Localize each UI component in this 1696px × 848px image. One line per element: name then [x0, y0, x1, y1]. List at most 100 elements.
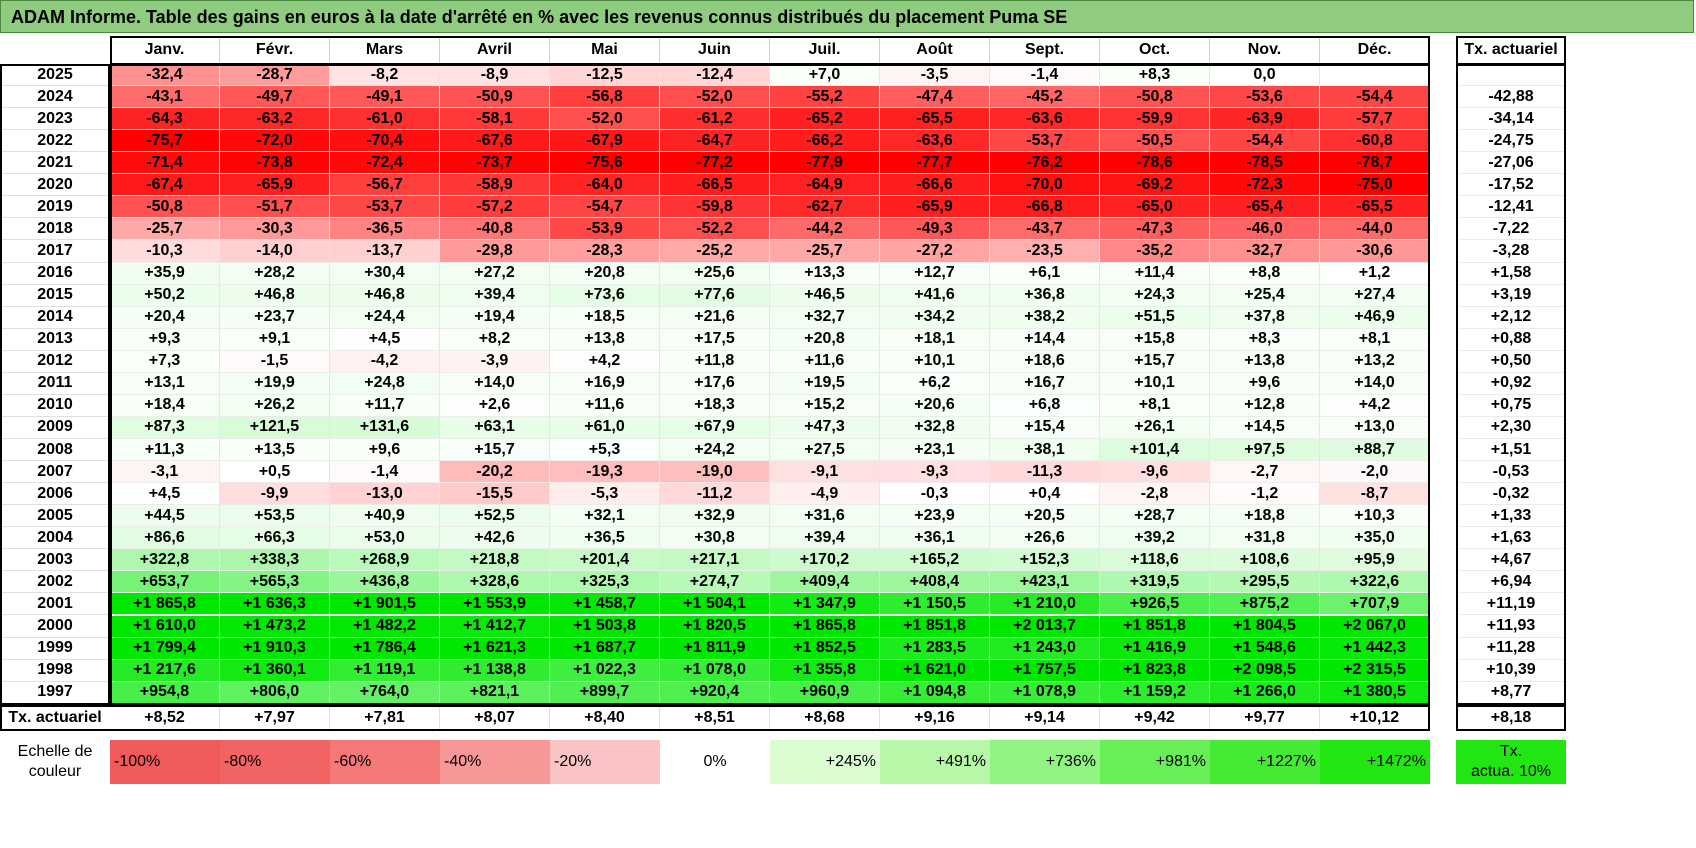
table-cell: +920,4: [660, 681, 770, 704]
table-cell: +66,3: [220, 527, 330, 550]
summary-cell: +7,81: [330, 705, 440, 731]
table-cell: +36,8: [990, 284, 1100, 307]
table-cell: -2,8: [1100, 483, 1210, 506]
actuarial-rate-cell: +11,19: [1456, 593, 1566, 616]
table-cell: +926,5: [1100, 593, 1210, 616]
table-cell: +77,6: [660, 284, 770, 307]
table-cell: +95,9: [1320, 549, 1430, 572]
table-cell: -55,2: [770, 86, 880, 109]
table-cell: -64,9: [770, 174, 880, 197]
table-cell: +1 283,5: [880, 637, 990, 660]
table-cell: -43,1: [110, 86, 220, 109]
table-cell: +1 022,3: [550, 659, 660, 682]
summary-cell: +7,97: [220, 705, 330, 731]
summary-cell: +10,12: [1320, 705, 1430, 731]
table-cell: +1 865,8: [770, 615, 880, 638]
table-cell: -9,6: [1100, 461, 1210, 484]
table-cell: -65,9: [220, 174, 330, 197]
year-label: 1997: [0, 682, 110, 704]
table-cell: -52,2: [660, 218, 770, 241]
table-cell: -75,6: [550, 152, 660, 175]
month-header: Sept.: [990, 36, 1100, 64]
year-label: 2024: [0, 86, 110, 109]
table-cell: -28,3: [550, 240, 660, 263]
table-cell: +8,1: [1100, 394, 1210, 417]
table-cell: -59,9: [1100, 108, 1210, 131]
table-cell: -1,5: [220, 350, 330, 373]
table-cell: -67,9: [550, 130, 660, 153]
year-label: 2017: [0, 240, 110, 263]
table-cell: +1 266,0: [1210, 681, 1320, 704]
table-cell: -67,4: [110, 174, 220, 197]
table-cell: -53,7: [330, 196, 440, 219]
table-cell: +25,6: [660, 262, 770, 285]
actuarial-rate-cell: -12,41: [1456, 196, 1566, 219]
table-cell: +4,5: [330, 328, 440, 351]
actuarial-rate-cell: +4,67: [1456, 549, 1566, 572]
table-cell: +27,2: [440, 262, 550, 285]
summary-cell: +8,40: [550, 705, 660, 731]
table-cell: -65,0: [1100, 196, 1210, 219]
table-cell: +2 067,0: [1320, 615, 1430, 638]
legend-swatch: -20%: [550, 740, 660, 784]
table-cell: +1 548,6: [1210, 637, 1320, 660]
table-cell: +1 851,8: [880, 615, 990, 638]
table-cell: +11,4: [1100, 262, 1210, 285]
table-cell: +1 217,6: [110, 659, 220, 682]
table-cell: +1 804,5: [1210, 615, 1320, 638]
year-label: 2011: [0, 373, 110, 395]
legend-label-line1: Echelle de: [17, 743, 93, 760]
table-cell: -54,4: [1320, 86, 1430, 109]
table-cell: +1 473,2: [220, 615, 330, 638]
table-cell: +1 553,9: [440, 593, 550, 616]
table-cell: +31,6: [770, 505, 880, 528]
year-label: 2007: [0, 461, 110, 484]
table-cell: +121,5: [220, 416, 330, 439]
table-cell: +10,1: [1100, 372, 1210, 395]
table-cell: +42,6: [440, 527, 550, 550]
table-cell: +25,4: [1210, 284, 1320, 307]
year-label: 2018: [0, 218, 110, 241]
table-cell: -64,7: [660, 130, 770, 153]
table-cell: -70,4: [330, 130, 440, 153]
table-cell: +32,1: [550, 505, 660, 528]
year-label: 2014: [0, 307, 110, 329]
table-cell: +32,7: [770, 306, 880, 329]
table-cell: +15,7: [1100, 350, 1210, 373]
table-cell: -56,7: [330, 174, 440, 197]
table-cell: +1 621,3: [440, 637, 550, 660]
table-cell: +1 851,8: [1100, 615, 1210, 638]
table-cell: +1 119,1: [330, 659, 440, 682]
table-cell: +12,8: [1210, 394, 1320, 417]
table-cell: -10,3: [110, 240, 220, 263]
table-cell: +31,8: [1210, 527, 1320, 550]
table-cell: -52,0: [550, 108, 660, 131]
table-cell: +39,4: [770, 527, 880, 550]
year-label: 2000: [0, 616, 110, 638]
table-cell: +1 347,9: [770, 593, 880, 616]
table-cell: +15,8: [1100, 328, 1210, 351]
table-cell: -71,4: [110, 152, 220, 175]
year-label: 2012: [0, 351, 110, 373]
table-cell: +46,9: [1320, 306, 1430, 329]
year-label: 2006: [0, 483, 110, 506]
page-title: ADAM Informe. Table des gains en euros à…: [0, 0, 1694, 33]
table-cell: +20,4: [110, 306, 220, 329]
summary-cell: +9,42: [1100, 705, 1210, 731]
table-cell: -49,1: [330, 86, 440, 109]
table-cell: +15,7: [440, 439, 550, 462]
table-cell: -49,7: [220, 86, 330, 109]
table-cell: +1 901,5: [330, 593, 440, 616]
table-cell: -23,5: [990, 240, 1100, 263]
year-label: 2015: [0, 285, 110, 307]
actuarial-rate-cell: +2,12: [1456, 307, 1566, 329]
actuarial-rate-cell: -0,53: [1456, 461, 1566, 484]
table-cell: +12,7: [880, 262, 990, 285]
month-header: Oct.: [1100, 36, 1210, 64]
table-cell: +8,8: [1210, 262, 1320, 285]
table-cell: +1 910,3: [220, 637, 330, 660]
table-cell: +322,6: [1320, 571, 1430, 594]
actuarial-rate-cell: -0,32: [1456, 483, 1566, 506]
legend-swatch: 0%: [660, 740, 770, 784]
table-cell: +18,3: [660, 394, 770, 417]
